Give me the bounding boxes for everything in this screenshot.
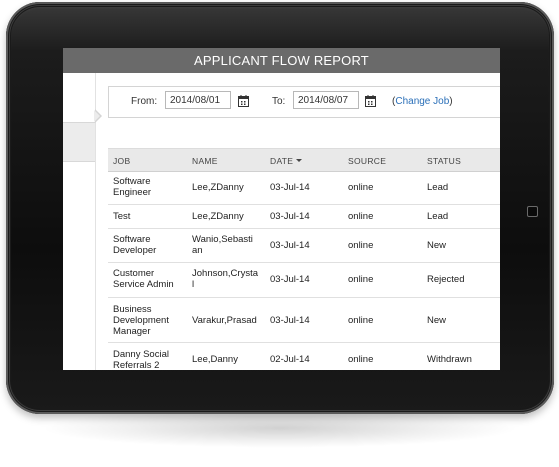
cell-source: online <box>348 274 374 285</box>
table-row[interactable]: Software Engineer Lee,ZDanny 03-Jul-14 o… <box>108 171 500 205</box>
to-date-input[interactable]: 2014/08/07 <box>293 91 359 109</box>
cell-job: Software Engineer <box>113 176 152 198</box>
cell-status: Lead <box>427 211 449 222</box>
applicant-table-body: Software Engineer Lee,ZDanny 03-Jul-14 o… <box>108 171 500 370</box>
date-filter-bar: From: 2014/08/01 To: 2014/08/07 <box>108 86 500 118</box>
column-header-date[interactable]: DATE <box>270 156 303 166</box>
to-label: To: <box>272 96 286 107</box>
calendar-icon[interactable] <box>365 94 376 107</box>
cell-name: Wanio,Sebastian <box>192 234 253 256</box>
table-row[interactable]: Test Lee,ZDanny 03-Jul-14 online Lead <box>108 205 500 229</box>
device-shadow <box>40 408 520 448</box>
table-row[interactable]: Danny Social Referrals 2 Lee,Danny 02-Ju… <box>108 343 500 370</box>
left-side-panel <box>63 73 96 370</box>
cell-date: 03-Jul-14 <box>270 211 310 222</box>
column-header-source[interactable]: SOURCE <box>348 156 387 166</box>
cell-source: online <box>348 354 374 365</box>
cell-status: New <box>427 315 447 326</box>
column-header-status[interactable]: STATUS <box>427 156 462 166</box>
cell-date: 03-Jul-14 <box>270 240 310 251</box>
home-button[interactable] <box>527 206 538 217</box>
tablet-screen: APPLICANT FLOW REPORT From: 2014/08/01 T… <box>63 48 500 370</box>
cell-status: New <box>427 240 447 251</box>
cell-status: Rejected <box>427 274 465 285</box>
calendar-icon[interactable] <box>238 94 249 107</box>
column-header-job[interactable]: JOB <box>113 156 131 166</box>
report-title: APPLICANT FLOW REPORT <box>63 48 500 73</box>
cell-job: Business Development Manager <box>113 304 169 337</box>
cell-job: Test <box>113 211 131 222</box>
change-job-link[interactable]: Change Job <box>395 96 450 107</box>
cell-name: Lee,ZDanny <box>192 211 244 222</box>
from-label: From: <box>131 96 158 107</box>
cell-status: Withdrawn <box>427 354 472 365</box>
column-header-name[interactable]: NAME <box>192 156 218 166</box>
cell-source: online <box>348 182 374 193</box>
cell-source: online <box>348 211 374 222</box>
cell-name: Lee,Danny <box>192 354 238 365</box>
table-row[interactable]: Business Development Manager Varakur,Pra… <box>108 298 500 343</box>
cell-job: Customer Service Admin <box>113 268 174 290</box>
from-date-input[interactable]: 2014/08/01 <box>165 91 231 109</box>
cell-date: 03-Jul-14 <box>270 315 310 326</box>
cell-date: 02-Jul-14 <box>270 354 310 365</box>
cell-job: Software Developer <box>113 234 157 256</box>
cell-job: Danny Social Referrals 2 <box>113 349 169 370</box>
cell-source: online <box>348 315 374 326</box>
cell-name: Varakur,Prasad <box>192 315 257 326</box>
table-row[interactable]: Customer Service Admin Johnson,Crystal 0… <box>108 263 500 298</box>
cell-status: Lead <box>427 182 449 193</box>
change-job-group: (Change Job) <box>392 96 453 107</box>
side-panel-tab[interactable] <box>63 122 95 162</box>
sort-desc-icon <box>296 159 303 162</box>
table-row[interactable]: Software Developer Wanio,Sebastian 03-Ju… <box>108 229 500 263</box>
cell-source: online <box>348 240 374 251</box>
cell-name: Lee,ZDanny <box>192 182 244 193</box>
cell-date: 03-Jul-14 <box>270 274 310 285</box>
table-header: JOB NAME DATE SOURCE STATUS <box>108 148 500 172</box>
cell-name: Johnson,Crystal <box>192 268 259 290</box>
cell-date: 03-Jul-14 <box>270 182 310 193</box>
